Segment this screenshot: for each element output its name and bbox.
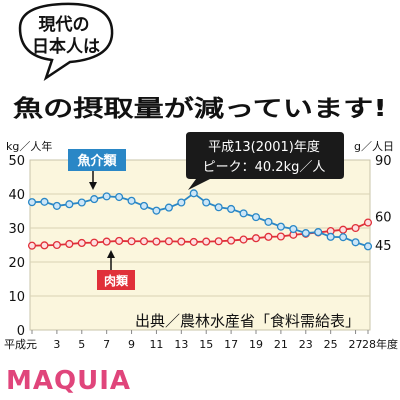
grid-lines <box>30 193 370 297</box>
meat-data-point <box>276 232 285 241</box>
fish-data-point <box>214 203 223 212</box>
fish-data-point <box>115 193 124 202</box>
headline: 魚の摂取量が減っています! <box>13 95 387 122</box>
x-tick-label: 15 <box>199 338 213 351</box>
meat-data-point <box>65 239 74 249</box>
x-tick-label: 27 <box>349 338 363 351</box>
meat-data-point <box>189 237 198 246</box>
left-tick-label: 10 <box>8 290 25 305</box>
meat-data-point <box>177 237 186 246</box>
x-tick-label: 21 <box>274 338 288 351</box>
meat-data-point <box>164 237 173 246</box>
fish-data-point <box>40 197 49 206</box>
fish-data-point <box>164 203 173 212</box>
series-layer <box>27 189 373 251</box>
fish-data-point <box>102 192 111 201</box>
fish-data-point <box>251 213 261 222</box>
x-tick-label: 平成元 <box>4 338 37 351</box>
meat-data-point <box>127 237 136 246</box>
x-tick-label: 7 <box>103 338 110 351</box>
fish-data-point <box>202 198 211 207</box>
fish-data-point <box>65 200 74 209</box>
right-tick-label: 45 <box>375 239 392 254</box>
fish-series-label: 魚介類 <box>68 149 126 190</box>
fish-data-point <box>351 238 360 247</box>
x-axis-ticks: 平成元 3 5 7 9 11 13 15 17 19 21 23 25 27 28年度 <box>4 330 398 351</box>
meat-series-label: 肉類 <box>97 250 135 290</box>
meat-data-point <box>40 241 49 250</box>
fish-data-point <box>326 232 335 241</box>
fish-data-point <box>301 229 310 238</box>
left-tick-label: 40 <box>8 188 25 203</box>
x-tick-label: 28年度 <box>362 337 398 351</box>
meat-data-point <box>202 237 211 246</box>
fish-data-point <box>314 228 323 237</box>
meat-data-point <box>264 232 273 241</box>
fish-data-point <box>177 198 186 207</box>
meat-data-point <box>239 235 248 244</box>
meat-data-point <box>351 223 360 233</box>
fish-data-point <box>152 206 161 215</box>
left-tick-label: 50 <box>8 154 25 169</box>
left-axis-unit: kg／人年 <box>6 139 52 153</box>
fish-data-point <box>363 242 373 251</box>
meat-data-point <box>339 225 348 234</box>
fish-data-point <box>227 204 236 214</box>
bubble-line-1: 現代の <box>39 14 90 35</box>
peak-callout-line-2: ピーク：40.2kg／人 <box>203 160 326 175</box>
fish-data-point <box>339 233 348 242</box>
x-tick-label: 17 <box>224 338 238 351</box>
right-tick-label: 60 <box>375 211 392 226</box>
x-tick-label: 13 <box>174 338 188 351</box>
fish-series-line <box>31 192 369 248</box>
x-tick-label: 19 <box>249 338 263 351</box>
fish-data-point <box>139 201 149 210</box>
fish-data-point <box>276 222 285 231</box>
fish-data-point <box>289 224 298 234</box>
fish-data-point <box>264 217 273 226</box>
x-tick-label: 3 <box>53 338 60 351</box>
fish-data-point <box>90 195 99 204</box>
peak-callout-line-1: 平成13(2001)年度 <box>208 139 320 155</box>
left-tick-label: 0 <box>17 324 25 339</box>
plot-panel <box>29 159 371 331</box>
fish-data-point <box>77 198 86 207</box>
meat-data-point <box>77 238 86 248</box>
meat-data-point <box>115 236 124 245</box>
meat-data-point <box>102 237 111 246</box>
fish-data-point <box>27 198 37 207</box>
meat-data-point <box>52 240 61 250</box>
fish-data-point <box>52 201 61 210</box>
right-axis-unit: g／人日 <box>354 140 394 153</box>
meat-series-label-text: 肉類 <box>104 273 129 288</box>
meat-data-point <box>152 237 161 246</box>
peak-callout: 平成13(2001)年度 ピーク：40.2kg／人 <box>186 132 344 190</box>
fish-data-point <box>189 189 198 198</box>
meat-data-point <box>227 236 236 245</box>
meat-data-point <box>251 234 261 243</box>
speech-bubble: 現代の 日本人は <box>18 2 114 82</box>
brand-logo: MAQUIA <box>6 366 132 396</box>
fish-data-point <box>127 196 136 205</box>
left-tick-label: 20 <box>8 256 25 271</box>
x-tick-label: 23 <box>299 338 313 351</box>
x-tick-label: 11 <box>149 338 163 351</box>
x-tick-label: 25 <box>324 338 338 351</box>
source-note: 出典／農林水産省「食料需給表」 <box>135 312 360 330</box>
bubble-line-2: 日本人は <box>32 36 100 57</box>
fish-data-point <box>239 209 248 218</box>
left-tick-label: 30 <box>8 222 25 237</box>
left-axis-ticks: 0 10 20 30 40 50 <box>8 154 25 339</box>
meat-data-point <box>214 237 223 246</box>
meat-data-point <box>27 241 37 250</box>
meat-data-point <box>139 237 149 246</box>
right-tick-label: 90 <box>375 154 392 169</box>
fish-series-label-text: 魚介類 <box>77 153 117 169</box>
meat-data-point <box>363 218 373 227</box>
x-tick-label: 9 <box>128 338 135 351</box>
meat-data-point <box>90 238 99 247</box>
x-tick-label: 5 <box>78 338 85 351</box>
right-axis-ticks: 45 60 90 <box>375 154 392 254</box>
